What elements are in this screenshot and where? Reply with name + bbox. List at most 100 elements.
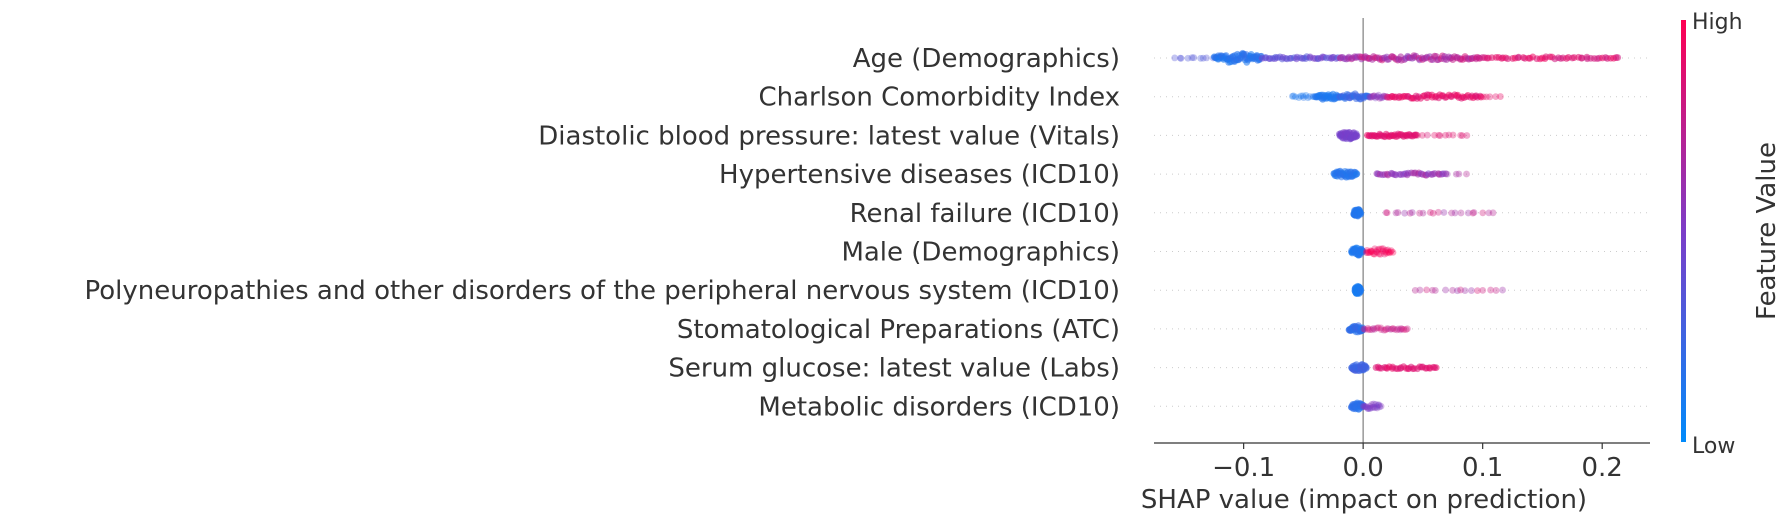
shap-point	[1382, 248, 1389, 256]
shap-point	[1445, 131, 1453, 139]
shap-point	[1451, 209, 1459, 217]
shap-point	[1397, 325, 1405, 332]
shap-point	[1388, 325, 1396, 333]
shap-point	[1381, 250, 1388, 258]
shap-point	[1432, 364, 1440, 372]
shap-point	[1406, 209, 1414, 217]
shap-point	[1367, 94, 1375, 101]
shap-point	[1384, 246, 1392, 254]
shap-point	[1359, 247, 1367, 255]
shap-point	[1379, 245, 1387, 253]
shap-point	[1402, 326, 1410, 334]
shap-point	[1412, 131, 1420, 139]
shap-point	[1360, 402, 1368, 410]
shap-point	[1366, 326, 1374, 333]
shap-point	[1376, 403, 1383, 411]
shap-point	[1378, 94, 1386, 102]
shap-point	[1365, 93, 1373, 101]
shap-point	[1374, 246, 1382, 254]
shap-point	[1373, 404, 1381, 412]
shap-point	[1479, 209, 1487, 217]
shap-point	[1188, 54, 1196, 62]
colorbar-low-label: Low	[1692, 434, 1735, 459]
shap-point	[1499, 286, 1506, 294]
shap-point	[1362, 249, 1370, 256]
shap-point	[1423, 286, 1430, 294]
shap-point	[1452, 170, 1460, 178]
shap-point	[1382, 246, 1390, 254]
shap-point	[1463, 170, 1470, 178]
shap-point	[1171, 54, 1179, 62]
shap-point	[1394, 325, 1402, 333]
shap-point	[1364, 324, 1372, 332]
shap-point	[1377, 402, 1385, 410]
shap-point	[1357, 286, 1365, 294]
shap-point	[1364, 405, 1372, 412]
x-tick-label: 0.2	[1582, 453, 1623, 483]
shap-point	[1366, 402, 1374, 410]
shap-point	[1369, 93, 1377, 100]
shap-point	[1389, 248, 1397, 256]
shap-point	[1385, 248, 1392, 256]
shap-point	[1389, 325, 1397, 332]
shap-point	[1297, 92, 1305, 100]
shap-point	[1449, 286, 1456, 294]
shap-point	[1373, 248, 1381, 256]
shap-point	[1363, 364, 1370, 371]
shap-point	[1364, 405, 1372, 412]
shap-point	[1366, 249, 1374, 256]
shap-point	[1360, 325, 1368, 333]
shap-point	[1457, 209, 1465, 217]
shap-point	[1366, 405, 1373, 412]
shap-point	[1477, 93, 1485, 101]
shap-point	[1489, 209, 1497, 217]
feature-label: Serum glucose: latest value (Labs)	[668, 354, 1120, 384]
shap-point	[1448, 209, 1456, 217]
shap-point	[1387, 248, 1395, 256]
shap-point	[1375, 245, 1383, 253]
shap-point	[1288, 92, 1296, 100]
shap-point	[1382, 209, 1390, 217]
shap-point	[1364, 249, 1372, 256]
shap-point	[1197, 54, 1205, 62]
shap-point	[1470, 209, 1478, 216]
shap-point	[1184, 54, 1192, 62]
shap-point	[1434, 208, 1442, 216]
shap-point	[1366, 93, 1374, 100]
shap-point	[1391, 325, 1399, 333]
shap-point	[1504, 55, 1512, 63]
shap-point	[1378, 245, 1385, 253]
shap-point	[1304, 94, 1312, 102]
shap-point	[1377, 250, 1385, 258]
shap-point	[1353, 170, 1361, 178]
shap-point	[1371, 250, 1378, 258]
shap-point	[1374, 324, 1382, 332]
shap-point	[1373, 93, 1381, 100]
shap-point	[1372, 248, 1380, 255]
shap-point	[1457, 286, 1464, 294]
shap-point	[1379, 247, 1387, 255]
shap-point	[1463, 132, 1471, 139]
shap-point	[1373, 324, 1381, 332]
feature-label: Renal failure (ICD10)	[850, 199, 1120, 229]
shap-point	[1365, 249, 1373, 256]
shap-point	[1375, 250, 1383, 258]
x-tick-label: 0.0	[1342, 453, 1383, 483]
shap-point	[1461, 287, 1469, 295]
shap-point	[1374, 401, 1382, 409]
shap-point	[1190, 54, 1198, 62]
shap-point	[1455, 170, 1463, 178]
feature-label: Male (Demographics)	[841, 238, 1120, 268]
shap-point	[1429, 286, 1436, 294]
shap-point	[1376, 93, 1384, 101]
shap-point	[1384, 325, 1392, 333]
shap-point	[1371, 325, 1379, 333]
shap-point	[1440, 209, 1448, 216]
shap-point	[1431, 287, 1439, 294]
shap-point	[1382, 326, 1390, 334]
shap-point	[1372, 94, 1379, 102]
shap-point	[1485, 209, 1493, 217]
shap-point	[1449, 131, 1457, 139]
shap-point	[1370, 92, 1378, 100]
shap-point	[1479, 286, 1487, 294]
